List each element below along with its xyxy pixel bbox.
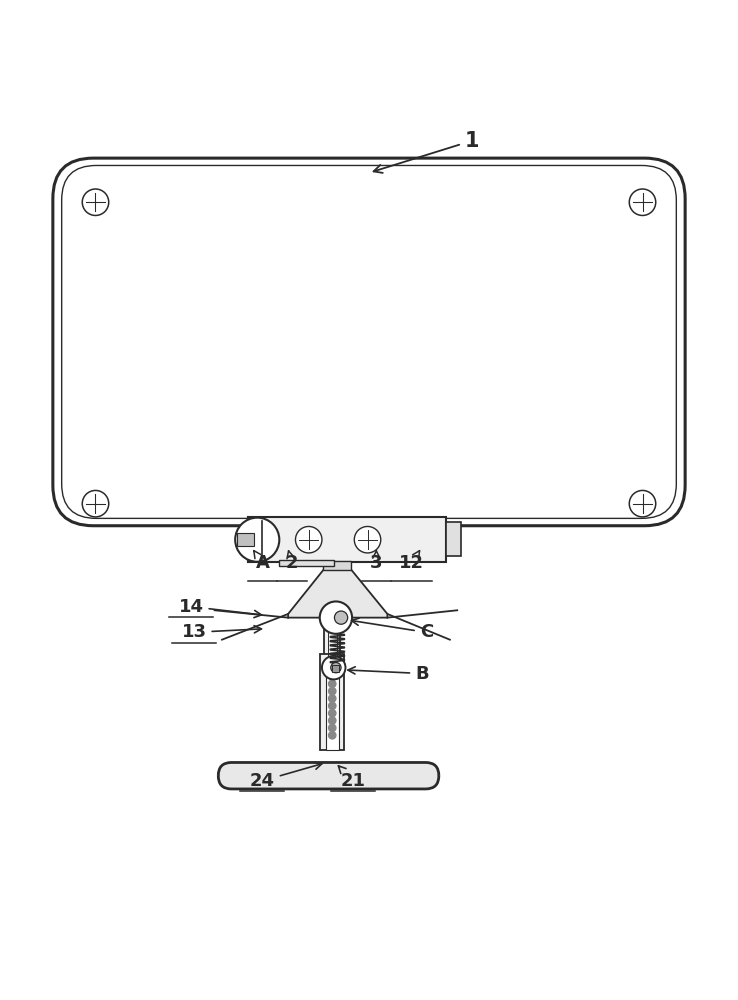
Circle shape bbox=[630, 490, 656, 517]
Text: C: C bbox=[351, 618, 433, 641]
Circle shape bbox=[331, 662, 341, 673]
Circle shape bbox=[322, 656, 345, 679]
Text: 13: 13 bbox=[182, 623, 261, 641]
Circle shape bbox=[295, 526, 322, 553]
Bar bbox=[279, 560, 334, 566]
FancyBboxPatch shape bbox=[218, 762, 439, 789]
Text: 21: 21 bbox=[339, 766, 365, 790]
Bar bbox=[323, 561, 351, 570]
Circle shape bbox=[328, 717, 336, 724]
Circle shape bbox=[328, 687, 336, 695]
Text: 3: 3 bbox=[370, 551, 382, 572]
Bar bbox=[325, 669, 339, 750]
Circle shape bbox=[328, 665, 336, 673]
Circle shape bbox=[334, 611, 348, 624]
Circle shape bbox=[235, 518, 279, 562]
Circle shape bbox=[82, 189, 108, 215]
Bar bbox=[237, 533, 255, 546]
Text: A: A bbox=[254, 551, 269, 572]
Circle shape bbox=[328, 732, 336, 739]
Circle shape bbox=[630, 189, 656, 215]
Circle shape bbox=[328, 695, 336, 702]
Bar bbox=[248, 517, 446, 562]
Bar bbox=[331, 665, 339, 672]
Bar bbox=[320, 654, 344, 750]
Bar bbox=[324, 614, 340, 721]
Circle shape bbox=[328, 724, 336, 732]
Circle shape bbox=[320, 601, 352, 634]
Circle shape bbox=[328, 673, 336, 680]
Circle shape bbox=[328, 702, 336, 710]
Text: 1: 1 bbox=[373, 131, 479, 173]
FancyBboxPatch shape bbox=[53, 158, 685, 526]
Text: B: B bbox=[348, 665, 429, 683]
FancyBboxPatch shape bbox=[62, 165, 676, 518]
Circle shape bbox=[82, 490, 108, 517]
Text: 24: 24 bbox=[250, 762, 322, 790]
Text: 2: 2 bbox=[286, 551, 298, 572]
Text: 12: 12 bbox=[399, 551, 424, 572]
Circle shape bbox=[328, 680, 336, 687]
Circle shape bbox=[328, 710, 336, 717]
Text: 14: 14 bbox=[179, 598, 261, 618]
Circle shape bbox=[354, 526, 381, 553]
Bar bbox=[446, 522, 461, 556]
Polygon shape bbox=[288, 570, 387, 618]
